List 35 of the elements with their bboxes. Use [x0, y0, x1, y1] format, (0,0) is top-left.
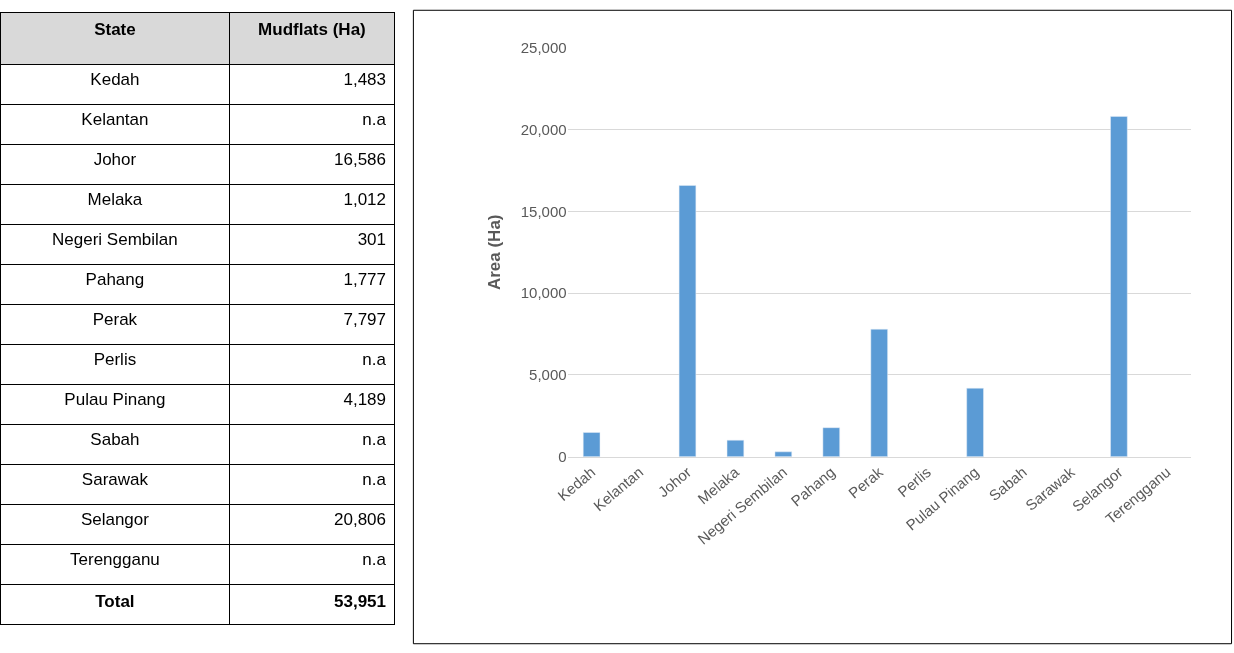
category-label: Kedah	[90, 69, 140, 89]
category-label: Kelantan	[81, 109, 149, 129]
text: n.a	[362, 349, 387, 369]
category-label: Negeri Sembilan	[52, 229, 178, 249]
y-tick-label: 20,000	[520, 120, 567, 138]
text: 4,189	[343, 389, 386, 409]
text: 1,483	[343, 69, 386, 89]
category-label: Johor	[93, 149, 137, 169]
category-label: Melaka	[87, 189, 143, 209]
text: 7,797	[343, 309, 386, 329]
text: 301	[357, 229, 386, 249]
text: n.a	[362, 469, 387, 489]
text: State	[94, 20, 136, 40]
text: Total	[95, 592, 135, 612]
text: 20,806	[334, 509, 386, 529]
category-label: Terengganu	[70, 549, 160, 569]
text: 1,777	[343, 269, 386, 289]
category-label: Perlis	[93, 349, 137, 369]
category-label: Pulau Pinang	[64, 389, 166, 409]
text: 53,951	[334, 592, 386, 612]
y-tick-label: 10,000	[520, 284, 567, 302]
category-label: Sabah	[90, 429, 140, 449]
y-tick-label: 5,000	[529, 366, 567, 384]
text: n.a	[362, 109, 387, 129]
category-label: Pahang	[85, 269, 145, 289]
y-tick-label: 25,000	[520, 39, 567, 57]
y-tick-label: 15,000	[520, 202, 567, 220]
text: 1,012	[343, 189, 386, 209]
y-axis-title: Area (Ha)	[485, 214, 505, 291]
category-label: Perak	[92, 309, 138, 329]
text: n.a	[362, 549, 387, 569]
text: 16,586	[334, 149, 386, 169]
text: Mudflats (Ha)	[258, 20, 366, 40]
y-tick-label: 0	[558, 448, 567, 465]
text: n.a	[362, 429, 387, 449]
